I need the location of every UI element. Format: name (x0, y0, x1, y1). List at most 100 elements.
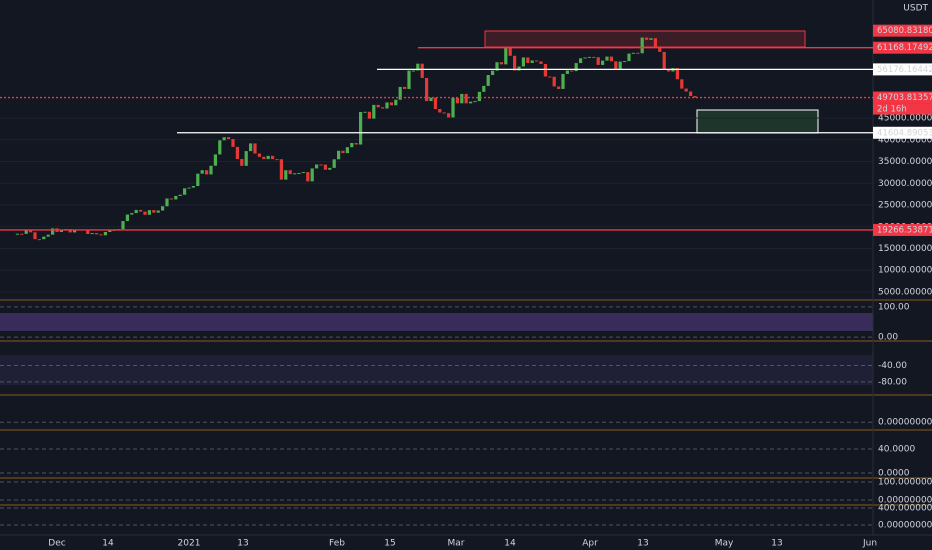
candle (504, 47, 508, 65)
candle (530, 60, 534, 63)
candle (227, 137, 231, 140)
candle (411, 70, 415, 72)
candle (601, 60, 605, 65)
candle (499, 62, 503, 65)
candle (526, 57, 530, 63)
candle (455, 97, 459, 104)
candle (535, 60, 539, 62)
price-level-label: 56176.16442791 (877, 65, 932, 75)
pane-tick-label: 0.0000 (878, 469, 910, 479)
candle (359, 112, 363, 145)
support-box (696, 109, 819, 134)
x-tick-label: 13 (237, 539, 248, 549)
candle (675, 68, 679, 80)
candle (433, 97, 437, 110)
rsi-band (0, 355, 873, 385)
pane-tick-label: 0.00000000 (878, 495, 932, 505)
candle (200, 170, 204, 174)
candle (570, 70, 574, 72)
candle (517, 66, 521, 71)
candle (319, 164, 323, 166)
candle (222, 137, 226, 141)
candle (561, 73, 565, 89)
candle (341, 150, 345, 154)
candle (354, 142, 358, 145)
price-level-tag (873, 91, 932, 104)
candle (125, 214, 129, 222)
candle (108, 230, 112, 232)
candle (469, 101, 473, 104)
y-tick-label: 45000.00000000 (878, 114, 932, 124)
x-tick-label: 14 (102, 539, 114, 549)
candle (667, 69, 671, 72)
candle (587, 56, 591, 58)
candle (297, 172, 301, 174)
candle (495, 62, 499, 71)
y-tick-label: 10000.00000000 (878, 266, 932, 276)
candle (438, 109, 442, 113)
candle (552, 76, 556, 87)
candle (174, 195, 178, 200)
candle (367, 111, 371, 119)
candle (279, 159, 283, 180)
candle (398, 86, 402, 100)
candle (231, 139, 235, 147)
candle (165, 198, 169, 207)
candle (579, 58, 583, 64)
candle (486, 75, 490, 86)
candle (557, 86, 561, 89)
candle (350, 142, 354, 148)
candle (306, 172, 310, 182)
pane-tick-label: -80.00 (878, 377, 907, 387)
candle (618, 61, 622, 71)
candle (451, 97, 455, 118)
y-tick-label: 5000.00000000 (878, 287, 932, 297)
candle (103, 231, 107, 236)
candle (37, 239, 41, 241)
candle (218, 140, 222, 155)
candle (592, 56, 596, 58)
y-tick-label: 30000.00000000 (878, 179, 932, 189)
candle (262, 156, 266, 160)
candle (636, 52, 640, 54)
candle (376, 104, 380, 108)
pane-tick-label: 0.00 (878, 333, 898, 343)
price-level-label: 61168.17492952 (877, 43, 932, 53)
price-level-tag (873, 63, 932, 76)
candle (548, 76, 552, 78)
candle (645, 37, 649, 40)
y-tick-label: 15000.00000000 (878, 244, 932, 254)
x-tick-label: May (715, 539, 734, 549)
candle (473, 101, 477, 103)
candle (249, 143, 253, 152)
candle (385, 102, 389, 109)
candle (130, 213, 134, 215)
candle (90, 233, 94, 235)
candle (213, 154, 217, 166)
x-tick-label: Apr (582, 539, 598, 549)
y-tick-label: 40000.00000000 (878, 135, 932, 145)
candle (381, 107, 385, 109)
x-tick-label: 13 (637, 539, 648, 549)
x-tick-label: Jun (862, 539, 877, 549)
candle (293, 173, 297, 175)
candle (156, 210, 160, 213)
candle (425, 77, 429, 102)
candle (420, 63, 424, 78)
candle (183, 188, 187, 195)
candle (689, 91, 693, 97)
candle (605, 56, 609, 61)
candle (266, 155, 270, 160)
pane-tick-label: 100.00000000 (878, 477, 932, 487)
x-tick-label: Dec (48, 539, 65, 549)
candle (574, 63, 578, 72)
candle (240, 159, 244, 166)
price-level-label: 65080.83180916 (877, 26, 932, 36)
candle (59, 230, 63, 232)
pane-tick-label: 400.00000000 (878, 504, 932, 514)
price-level-label: 41604.89053131 (877, 128, 932, 138)
price-level-label: 19266.53871878 (877, 225, 932, 235)
candle (403, 86, 407, 89)
